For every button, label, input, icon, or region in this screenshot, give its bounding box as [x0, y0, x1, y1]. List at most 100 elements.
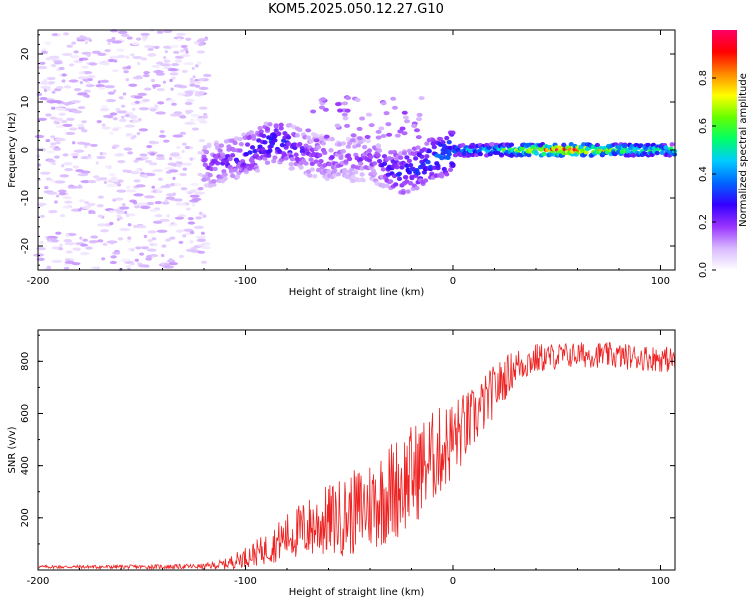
signal-cell	[541, 151, 547, 157]
signal-cell	[460, 143, 466, 148]
noise-cell	[171, 102, 177, 106]
noise-cell	[106, 38, 116, 43]
signal-cell	[329, 136, 335, 142]
noise-cell	[97, 80, 101, 84]
noise-cell	[77, 76, 89, 80]
signal-cell	[318, 158, 324, 164]
noise-cell	[101, 123, 106, 127]
noise-cell	[77, 126, 85, 130]
noise-cell	[56, 107, 67, 111]
noise-cell	[84, 41, 88, 45]
noise-cell	[152, 141, 160, 145]
noise-cell	[82, 238, 89, 242]
noise-cell	[59, 243, 63, 247]
noise-cell	[201, 231, 205, 235]
signal-cell	[266, 153, 272, 158]
signal-cell	[347, 140, 353, 146]
noise-cell	[164, 166, 176, 171]
signal-cell	[380, 167, 386, 172]
noise-cell	[115, 152, 124, 157]
signal-cell	[206, 143, 212, 149]
signal-cell	[264, 126, 271, 132]
noise-cell	[197, 186, 204, 191]
signal-cell	[222, 172, 228, 177]
noise-cell	[131, 42, 140, 46]
noise-cell	[143, 195, 155, 199]
noise-cell	[109, 260, 117, 265]
noise-cell	[124, 210, 128, 215]
noise-cell	[137, 92, 147, 96]
noise-cell	[198, 86, 209, 90]
noise-cell	[203, 112, 208, 117]
noise-cell	[176, 32, 186, 37]
noise-cell	[57, 189, 67, 193]
signal-cell	[396, 176, 403, 182]
signal-cell	[394, 165, 400, 170]
signal-cell	[401, 151, 408, 156]
noise-cell	[73, 149, 85, 153]
noise-cell	[181, 149, 185, 153]
noise-cell	[126, 189, 137, 193]
noise-cell	[185, 50, 189, 54]
noise-cell	[180, 44, 188, 49]
noise-cell	[122, 92, 127, 96]
signal-cell	[310, 109, 317, 114]
signal-cell	[371, 171, 378, 176]
signal-cell	[366, 148, 373, 153]
noise-cell	[125, 78, 130, 82]
signal-cell	[286, 141, 292, 147]
signal-cell	[211, 179, 217, 184]
noise-cell	[156, 61, 164, 65]
noise-cell	[99, 108, 110, 112]
noise-cell	[110, 255, 117, 259]
signal-cell	[238, 141, 244, 147]
signal-cell	[322, 150, 328, 156]
signal-cell	[400, 190, 406, 195]
signal-cell	[402, 115, 409, 120]
noise-cell	[68, 79, 79, 83]
noise-cell	[36, 202, 47, 206]
noise-cell	[147, 238, 153, 243]
colorbar-tick-label: 0.8	[698, 70, 709, 86]
noise-cell	[91, 266, 99, 270]
noise-cell	[134, 205, 141, 209]
noise-cell	[45, 87, 51, 91]
signal-cell	[663, 145, 669, 150]
noise-cell	[140, 32, 150, 37]
noise-cell	[157, 187, 161, 191]
signal-cell	[408, 163, 414, 168]
noise-cell	[149, 243, 154, 247]
noise-cell	[132, 134, 137, 139]
noise-cell	[84, 79, 89, 83]
noise-cell	[146, 201, 155, 206]
signal-cell	[273, 123, 279, 128]
signal-cell	[217, 148, 223, 153]
noise-cell	[168, 262, 178, 266]
signal-cell	[561, 142, 567, 148]
signal-cell	[212, 166, 218, 172]
noise-cell	[156, 88, 166, 92]
noise-cell	[191, 197, 202, 201]
signal-cell	[251, 136, 257, 141]
spectrogram-x-tick-label: 100	[651, 276, 670, 287]
signal-cell	[406, 158, 413, 164]
signal-cell	[249, 159, 256, 165]
signal-cell	[278, 122, 284, 128]
noise-cell	[118, 118, 127, 122]
noise-cell	[64, 167, 73, 172]
noise-cell	[114, 197, 124, 201]
noise-cell	[165, 238, 171, 242]
signal-cell	[230, 153, 236, 158]
noise-cell	[66, 117, 75, 121]
noise-cell	[128, 247, 132, 251]
signal-cell	[444, 135, 450, 141]
signal-cell	[272, 133, 278, 139]
noise-cell	[132, 224, 139, 229]
snr-series-line	[37, 341, 676, 571]
noise-cell	[115, 107, 121, 112]
noise-cell	[72, 110, 83, 114]
noise-cell	[193, 225, 204, 230]
noise-cell	[116, 217, 120, 222]
signal-cell	[375, 143, 381, 148]
signal-cell	[203, 149, 210, 155]
